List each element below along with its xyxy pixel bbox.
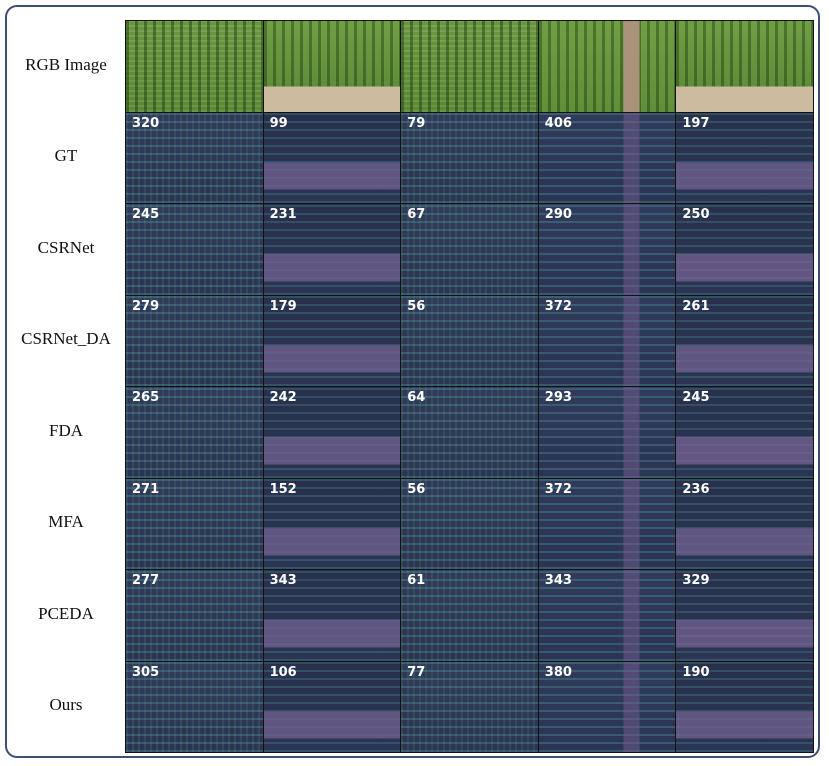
density-map: 56 [400, 477, 539, 570]
count-label: 179 [269, 298, 297, 314]
count-label: 329 [682, 573, 710, 588]
density-map: 279 [125, 294, 264, 387]
density-map: 56 [400, 294, 539, 387]
count-label: 380 [544, 664, 572, 680]
rgb-image [537, 20, 677, 113]
count-label: 77 [407, 664, 426, 680]
count-label: 343 [544, 573, 572, 588]
density-map: 343 [262, 569, 402, 662]
count-label: 293 [544, 390, 572, 405]
count-label: 261 [682, 298, 710, 314]
count-label: 56 [407, 481, 426, 497]
density-map: 250 [675, 203, 814, 296]
row-label: GT [54, 146, 78, 166]
count-label: 290 [544, 207, 572, 222]
density-map: 152 [262, 477, 402, 570]
density-map: 305 [125, 660, 264, 753]
density-map: 190 [675, 660, 814, 753]
density-map: 67 [400, 203, 539, 296]
count-label: 197 [682, 115, 710, 131]
count-label: 406 [544, 115, 572, 131]
rgb-image [400, 20, 539, 113]
count-label: 99 [269, 115, 288, 131]
density-map: 329 [675, 569, 814, 662]
count-label: 279 [132, 298, 160, 314]
row-label: Ours [49, 695, 83, 715]
density-map: 106 [262, 660, 402, 753]
count-label: 277 [132, 573, 160, 588]
density-map: 265 [125, 386, 264, 479]
count-label: 245 [132, 207, 160, 222]
row-label: RGB Image [25, 54, 107, 74]
count-label: 250 [682, 207, 710, 222]
row-label: CSRNet [37, 237, 95, 257]
count-label: 64 [407, 390, 426, 405]
count-label: 242 [269, 390, 297, 405]
row-label: MFA [48, 512, 84, 532]
count-label: 271 [132, 481, 160, 497]
count-label: 305 [132, 664, 160, 680]
density-map: 293 [537, 386, 677, 479]
density-map: 261 [675, 294, 814, 387]
density-map: 372 [537, 294, 677, 387]
density-map: 380 [537, 660, 677, 753]
count-label: 190 [682, 664, 710, 680]
count-label: 265 [132, 390, 160, 405]
density-map: 197 [675, 111, 814, 204]
density-map: 79 [400, 111, 539, 204]
density-map: 277 [125, 569, 264, 662]
density-map: 290 [537, 203, 677, 296]
density-map: 406 [537, 111, 677, 204]
rgb-image [262, 20, 402, 113]
density-map: 231 [262, 203, 402, 296]
count-label: 79 [407, 115, 426, 131]
count-label: 56 [407, 298, 426, 314]
row-label: FDA [48, 420, 83, 440]
count-label: 343 [269, 573, 297, 588]
density-map: 179 [262, 294, 402, 387]
rgb-image [125, 20, 264, 113]
density-map: 99 [262, 111, 402, 204]
density-map: 343 [537, 569, 677, 662]
count-label: 61 [407, 573, 426, 588]
count-label: 372 [544, 481, 572, 497]
rgb-image [675, 20, 814, 113]
density-map: 61 [400, 569, 539, 662]
count-label: 320 [132, 115, 160, 131]
density-map: 271 [125, 477, 264, 570]
count-label: 372 [544, 298, 572, 314]
density-map: 64 [400, 386, 539, 479]
density-map: 77 [400, 660, 539, 753]
count-label: 236 [682, 481, 710, 497]
count-label: 67 [407, 207, 426, 222]
count-label: 106 [269, 664, 297, 680]
density-map: 242 [262, 386, 402, 479]
row-label: CSRNet_DA [21, 329, 111, 349]
density-map: 372 [537, 477, 677, 570]
density-map: 245 [125, 203, 264, 296]
row-label: PCEDA [38, 603, 94, 623]
count-label: 152 [269, 481, 297, 497]
density-map: 236 [675, 477, 814, 570]
density-map: 320 [125, 111, 264, 204]
count-label: 231 [269, 207, 297, 222]
density-map: 245 [675, 386, 814, 479]
count-label: 245 [682, 390, 710, 405]
